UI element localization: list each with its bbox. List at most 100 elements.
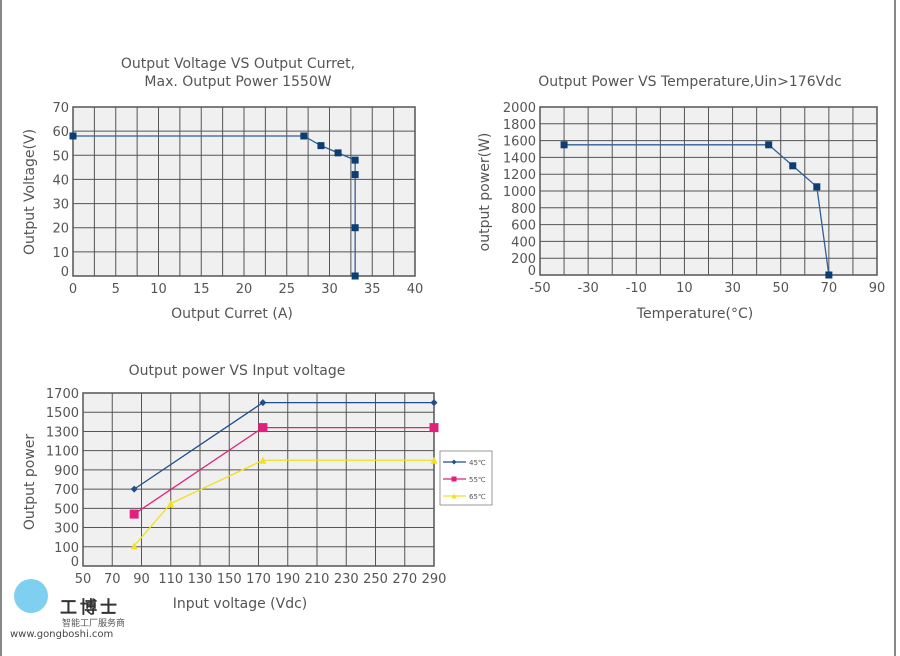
x-tick-label: 30	[724, 281, 741, 296]
data-point-triangle	[430, 456, 438, 464]
chart-title: Output power VS Input voltage	[129, 363, 346, 379]
x-tick-label: -10	[626, 281, 647, 296]
x-tick-label: 10	[676, 281, 693, 296]
y-tick-label: 1400	[503, 151, 536, 166]
data-point-square	[300, 132, 308, 140]
y-tick-label: 30	[52, 198, 69, 213]
y-tick-label: 300	[54, 522, 79, 537]
x-tick-label: 250	[363, 572, 388, 587]
data-point-square	[351, 272, 359, 280]
data-point-square	[429, 423, 439, 433]
x-tick-label: 25	[278, 282, 295, 297]
y-tick-label: 10	[52, 246, 69, 261]
y-tick-label: 800	[511, 202, 536, 217]
x-tick-label: 90	[869, 281, 886, 296]
x-tick-label: 10	[150, 282, 167, 297]
logo-name: 工博士	[60, 598, 120, 618]
y-axis-label: output power(W)	[477, 133, 493, 252]
x-tick-label: 40	[407, 282, 424, 297]
y-tick-label: 1800	[503, 118, 536, 133]
series-line	[133, 459, 434, 547]
y-tick-label: 40	[52, 173, 69, 188]
data-point-triangle	[259, 456, 267, 464]
y-axis-label: Output Voltage(V)	[22, 129, 38, 255]
x-tick-label: 70	[104, 572, 121, 587]
y-tick-label: 60	[52, 125, 69, 140]
y-tick-label: 1700	[46, 387, 79, 402]
x-axis-label: Temperature(°C)	[636, 306, 753, 322]
x-tick-label: 50	[772, 281, 789, 296]
y-tick-label: 200	[511, 252, 536, 267]
y-tick-label: 1300	[46, 425, 79, 440]
y-tick-label: 900	[54, 464, 79, 479]
data-point-square	[351, 171, 359, 179]
y-tick-label: 0	[71, 555, 79, 570]
data-point-square	[560, 141, 568, 149]
x-tick-label: -30	[578, 281, 599, 296]
data-point-diamond	[451, 459, 457, 465]
logo-url: www.gongboshi.com	[10, 629, 114, 640]
chart-title: Output Voltage VS Output Curret,	[121, 56, 355, 72]
x-tick-label: 35	[364, 282, 381, 297]
y-tick-label: 600	[511, 219, 536, 234]
x-tick-label: 190	[275, 572, 300, 587]
data-point-square	[351, 224, 359, 232]
legend-label: 45℃	[469, 459, 486, 467]
y-tick-label: 20	[52, 222, 69, 237]
chart-title: Max. Output Power 1550W	[144, 74, 331, 90]
x-tick-label: 0	[69, 282, 77, 297]
y-tick-label: 1000	[503, 185, 536, 200]
data-point-square	[351, 156, 359, 164]
data-point-diamond	[430, 399, 438, 407]
x-tick-label: 270	[392, 572, 417, 587]
data-point-square	[825, 271, 833, 279]
x-tick-label: 30	[321, 282, 338, 297]
data-point-triangle	[130, 542, 138, 550]
x-tick-label: 230	[334, 572, 359, 587]
y-tick-label: 1200	[503, 168, 536, 183]
y-tick-label: 1600	[503, 135, 536, 150]
x-tick-label: 130	[188, 572, 213, 587]
y-tick-label: 1100	[46, 445, 79, 460]
y-tick-label: 500	[54, 502, 79, 517]
data-point-square	[765, 141, 773, 149]
y-tick-label: 1500	[46, 406, 79, 421]
data-point-square	[129, 509, 139, 519]
page-border-right	[894, 0, 896, 656]
x-tick-label: 20	[236, 282, 253, 297]
y-tick-label: 400	[511, 235, 536, 250]
y-tick-label: 50	[52, 149, 69, 164]
x-tick-label: 110	[158, 572, 183, 587]
data-point-square	[258, 423, 268, 433]
data-point-square	[69, 132, 77, 140]
data-point-square	[813, 183, 821, 191]
data-point-square	[317, 142, 325, 150]
x-tick-label: 15	[193, 282, 210, 297]
y-tick-label: 100	[54, 541, 79, 556]
y-axis-label: Output power	[22, 434, 38, 531]
y-tick-label: 0	[528, 264, 536, 279]
legend-label: 65℃	[469, 493, 486, 501]
data-point-triangle	[167, 500, 175, 508]
data-point-diamond	[130, 485, 138, 493]
x-axis-label: Input voltage (Vdc)	[173, 596, 308, 612]
watermark-logo: 工博士 智能工厂服务商 www.gongboshi.com	[8, 575, 138, 645]
y-tick-label: 0	[61, 265, 69, 280]
x-axis-label: Output Curret (A)	[171, 306, 293, 322]
chart-title: Output Power VS Temperature,Uin>176Vdc	[538, 74, 842, 90]
legend-label: 55℃	[469, 476, 486, 484]
mascot-icon	[14, 579, 48, 613]
x-tick-label: 150	[217, 572, 242, 587]
data-point-diamond	[259, 399, 267, 407]
data-point-square	[334, 149, 342, 157]
x-tick-label: 70	[821, 281, 838, 296]
x-tick-label: 5	[112, 282, 120, 297]
x-tick-label: 290	[422, 572, 447, 587]
page-border-left	[0, 0, 2, 656]
data-point-square	[789, 162, 797, 170]
y-tick-label: 700	[54, 483, 79, 498]
y-tick-label: 70	[52, 101, 69, 116]
x-tick-label: 170	[246, 572, 271, 587]
x-tick-label: -50	[529, 281, 550, 296]
